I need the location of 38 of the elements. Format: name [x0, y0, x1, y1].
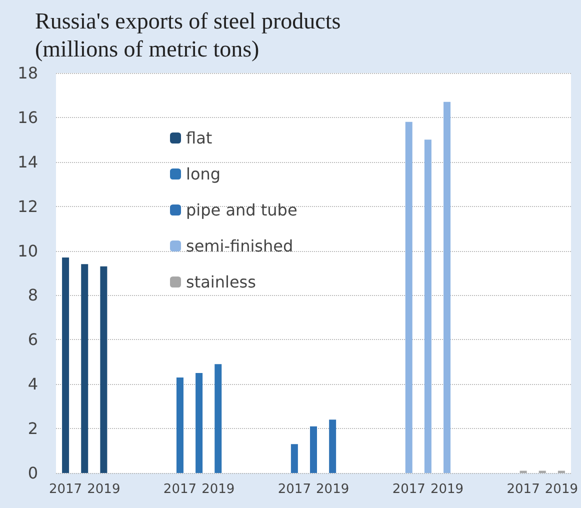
- bar: [81, 264, 88, 473]
- x-tick-label: 2017: [163, 482, 197, 497]
- y-tick-label: 2: [28, 419, 38, 438]
- x-tick-label: 2019: [544, 482, 578, 497]
- y-tick-label: 4: [28, 374, 38, 394]
- y-tick-label: 0: [28, 464, 38, 482]
- bar: [310, 426, 317, 473]
- legend-label: long: [186, 164, 221, 184]
- y-tick-label: 12: [18, 196, 38, 216]
- bar: [62, 257, 70, 473]
- x-tick-label: 2019: [316, 482, 350, 497]
- bar: [329, 420, 336, 473]
- bar: [405, 122, 412, 473]
- bar: [444, 102, 451, 473]
- y-tick-label: 18: [18, 64, 38, 82]
- chart-title: Russia's exports of steel products (millions of metric tons): [35, 8, 341, 62]
- y-tick-label: 10: [18, 241, 38, 260]
- y-tick-label: 16: [18, 108, 38, 127]
- x-tick-label: 2019: [430, 482, 464, 497]
- legend-label: stainless: [186, 272, 256, 292]
- bar: [214, 364, 222, 473]
- x-tick-label: 2017: [506, 482, 540, 497]
- x-tick-label: 2019: [202, 482, 235, 497]
- y-tick-label: 6: [28, 330, 38, 350]
- bar: [424, 140, 432, 473]
- bar: [176, 377, 184, 473]
- x-tick-label: 2017: [278, 482, 311, 497]
- legend-label: semi-finished: [186, 236, 294, 256]
- bar: [290, 444, 298, 473]
- bar: [196, 373, 203, 473]
- bar: [100, 266, 108, 473]
- x-tick-label: 2017: [392, 482, 426, 497]
- x-tick-label: 2019: [87, 482, 120, 497]
- x-tick-label: 2017: [48, 482, 82, 497]
- legend-label: flat: [186, 128, 212, 148]
- y-tick-label: 14: [18, 152, 38, 172]
- legend-label: pipe and tube: [186, 200, 298, 220]
- y-tick-label: 8: [28, 286, 38, 305]
